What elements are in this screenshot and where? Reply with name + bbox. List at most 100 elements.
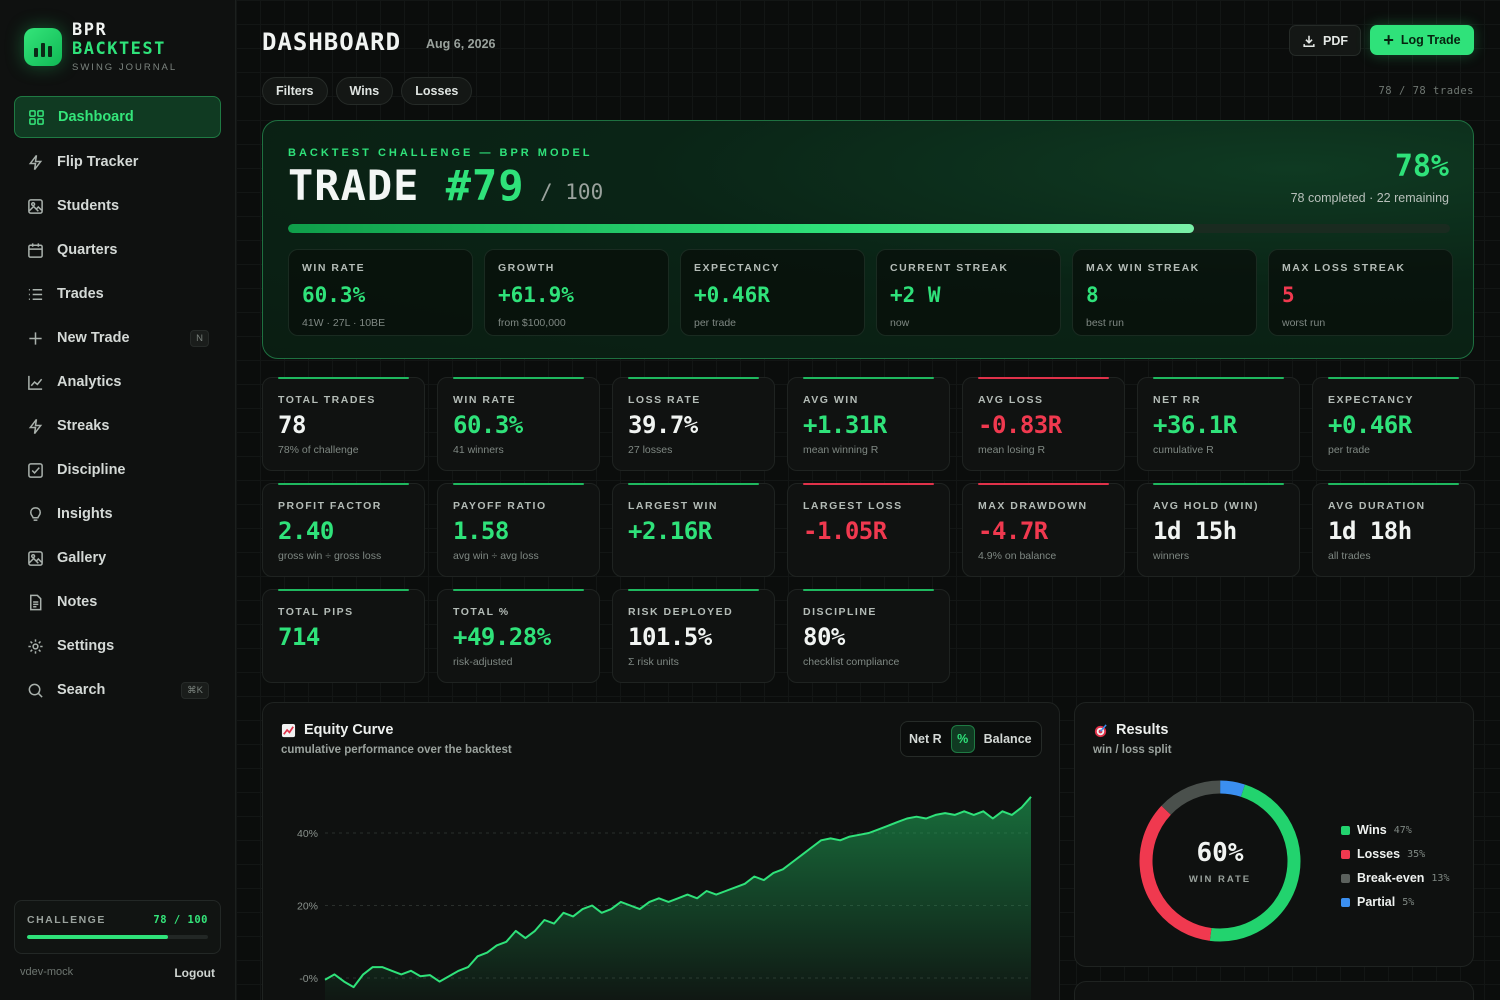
sidebar-item-label: Discipline bbox=[57, 462, 126, 478]
metric-sub: 4.9% on balance bbox=[978, 550, 1057, 562]
metric-sub: per trade bbox=[1328, 444, 1371, 456]
metric-card-total-pips[interactable]: TOTAL PIPS 714 bbox=[262, 589, 425, 683]
list-icon bbox=[28, 288, 43, 300]
donut-center: 60% WIN RATE bbox=[1137, 778, 1303, 944]
legend-swatch bbox=[1341, 873, 1350, 883]
metric-card-avg-loss[interactable]: AVG LOSS -0.83R mean losing R bbox=[962, 377, 1125, 471]
metric-card-loss-rate[interactable]: LOSS RATE 39.7% 27 losses bbox=[612, 377, 775, 471]
metric-card-avg-win[interactable]: AVG WIN +1.31R mean winning R bbox=[787, 377, 950, 471]
log-trade-button[interactable]: + Log Trade bbox=[1370, 25, 1474, 55]
card-accent-line bbox=[628, 377, 759, 379]
hero-stat-win-rate: WIN RATE 60.3% 41W · 27L · 10BE bbox=[288, 249, 473, 336]
card-accent-line bbox=[453, 483, 584, 485]
metric-card-max-drawdown[interactable]: MAX DRAWDOWN -4.7R 4.9% on balance bbox=[962, 483, 1125, 577]
sidebar-item-trades[interactable]: Trades bbox=[14, 274, 221, 314]
sidebar-item-insights[interactable]: Insights bbox=[14, 494, 221, 534]
sidebar-item-dashboard[interactable]: Dashboard bbox=[14, 96, 221, 138]
metric-label: WIN RATE bbox=[453, 394, 517, 406]
y-tick-label: 40% bbox=[297, 828, 318, 840]
metric-card-expectancy[interactable]: EXPECTANCY +0.46R per trade bbox=[1312, 377, 1475, 471]
legend-percent: 13% bbox=[1431, 872, 1450, 884]
challenge-label: CHALLENGE bbox=[27, 914, 106, 926]
metric-value: 1d 18h bbox=[1328, 517, 1412, 545]
donut-segment-losses[interactable] bbox=[1137, 778, 1303, 944]
sidebar-item-flip-tracker[interactable]: Flip Tracker bbox=[14, 142, 221, 182]
y-tick-label: -0% bbox=[299, 973, 318, 985]
bolt-icon bbox=[28, 418, 43, 434]
metric-label: EXPECTANCY bbox=[1328, 394, 1414, 406]
metric-card-profit-factor[interactable]: PROFIT FACTOR 2.40 gross win ÷ gross loss bbox=[262, 483, 425, 577]
legend-percent: 5% bbox=[1402, 896, 1415, 908]
metric-card-avg-duration[interactable]: AVG DURATION 1d 18h all trades bbox=[1312, 483, 1475, 577]
stat-value: +61.9% bbox=[498, 283, 574, 307]
toggle-net-r[interactable]: Net R bbox=[909, 732, 942, 746]
legend-label: Partial bbox=[1357, 895, 1396, 909]
metric-card-win-rate[interactable]: WIN RATE 60.3% 41 winners bbox=[437, 377, 600, 471]
sidebar-item-gallery[interactable]: Gallery bbox=[14, 538, 221, 578]
toggle-percent[interactable]: % bbox=[950, 725, 975, 753]
card-accent-line bbox=[278, 377, 409, 379]
legend-item-losses: Losses 35% bbox=[1341, 842, 1449, 866]
challenge-progress-card[interactable]: CHALLENGE 78 / 100 bbox=[14, 900, 221, 954]
card-accent-line bbox=[278, 483, 409, 485]
metric-label: PAYOFF RATIO bbox=[453, 500, 547, 512]
filter-chip-losses[interactable]: Losses bbox=[401, 77, 473, 105]
metric-card-largest-win[interactable]: LARGEST WIN +2.16R bbox=[612, 483, 775, 577]
logout-link[interactable]: Logout bbox=[174, 966, 215, 980]
card-accent-line bbox=[803, 589, 934, 591]
metric-card-risk-deployed[interactable]: RISK DEPLOYED 101.5% Σ risk units bbox=[612, 589, 775, 683]
win-rate-value: 60% bbox=[1196, 837, 1244, 868]
metric-sub: cumulative R bbox=[1153, 444, 1214, 456]
sidebar-item-quarters[interactable]: Quarters bbox=[14, 230, 221, 270]
sidebar-item-notes[interactable]: Notes bbox=[14, 582, 221, 622]
filter-chip-filters[interactable]: Filters bbox=[262, 77, 328, 105]
equity-chart: 40% 20% -0% bbox=[297, 796, 1032, 1000]
metric-sub: Σ risk units bbox=[628, 656, 679, 668]
main-content: DASHBOARD Aug 6, 2026 PDF + Log Trade Fi… bbox=[236, 0, 1500, 1000]
donut-segment-wins[interactable] bbox=[1137, 778, 1303, 944]
hero-stat-current-streak: CURRENT STREAK +2 W now bbox=[876, 249, 1061, 336]
metric-value: 1d 15h bbox=[1153, 517, 1237, 545]
target-emoji-icon bbox=[1094, 723, 1107, 737]
metric-card-total[interactable]: TOTAL % +49.28% risk-adjusted bbox=[437, 589, 600, 683]
card-accent-line bbox=[978, 377, 1109, 379]
sidebar-item-streaks[interactable]: Streaks bbox=[14, 406, 221, 446]
sidebar-item-discipline[interactable]: Discipline bbox=[14, 450, 221, 490]
sidebar-item-new-trade[interactable]: New Trade N bbox=[14, 318, 221, 358]
sidebar-item-analytics[interactable]: Analytics bbox=[14, 362, 221, 402]
sidebar-item-students[interactable]: Students bbox=[14, 186, 221, 226]
gear-icon bbox=[28, 638, 43, 654]
metric-card-net-rr[interactable]: NET RR +36.1R cumulative R bbox=[1137, 377, 1300, 471]
metric-card-discipline[interactable]: DISCIPLINE 80% checklist compliance bbox=[787, 589, 950, 683]
metric-cards: TOTAL TRADES 78 78% of challenge WIN RATE 60… bbox=[262, 377, 1475, 683]
sidebar-item-settings[interactable]: Settings bbox=[14, 626, 221, 666]
legend-item-break-even: Break-even 13% bbox=[1341, 866, 1449, 890]
toggle-balance[interactable]: Balance bbox=[983, 732, 1032, 746]
sidebar-item-label: New Trade bbox=[57, 330, 130, 346]
filter-chip-wins[interactable]: Wins bbox=[335, 77, 394, 105]
metric-card-largest-loss[interactable]: LARGEST LOSS -1.05R bbox=[787, 483, 950, 577]
metric-label: DISCIPLINE bbox=[803, 606, 877, 618]
brand-name-line1: BPR bbox=[72, 20, 108, 40]
metric-value: -1.05R bbox=[803, 517, 887, 545]
stat-label: CURRENT STREAK bbox=[890, 262, 1009, 274]
metric-card-total-trades[interactable]: TOTAL TRADES 78 78% of challenge bbox=[262, 377, 425, 471]
brand[interactable]: BPR BACKTEST SWING JOURNAL bbox=[24, 22, 177, 73]
metric-value: +1.31R bbox=[803, 411, 887, 439]
sidebar-item-search[interactable]: Search ⌘K bbox=[14, 670, 221, 710]
search-icon bbox=[28, 683, 43, 698]
metric-label: RISK DEPLOYED bbox=[628, 606, 734, 618]
page-date: Aug 6, 2026 bbox=[426, 37, 496, 51]
sidebar: BPR BACKTEST SWING JOURNAL Dashboard Fli… bbox=[0, 0, 236, 1000]
metric-card-payoff-ratio[interactable]: PAYOFF RATIO 1.58 avg win ÷ avg loss bbox=[437, 483, 600, 577]
card-accent-line bbox=[803, 377, 934, 379]
hero-percent: 78% bbox=[1394, 149, 1449, 184]
metric-label: AVG DURATION bbox=[1328, 500, 1426, 512]
metric-card-avg-hold-win[interactable]: AVG HOLD (WIN) 1d 15h winners bbox=[1137, 483, 1300, 577]
challenge-hero-card: BACKTEST CHALLENGE — BPR MODEL TRADE #79… bbox=[262, 120, 1474, 359]
card-accent-line bbox=[628, 589, 759, 591]
sidebar-item-label: Analytics bbox=[57, 374, 122, 390]
y-tick-label: 20% bbox=[297, 901, 318, 913]
legend-swatch bbox=[1341, 825, 1350, 835]
pdf-export-button[interactable]: PDF bbox=[1289, 25, 1361, 56]
